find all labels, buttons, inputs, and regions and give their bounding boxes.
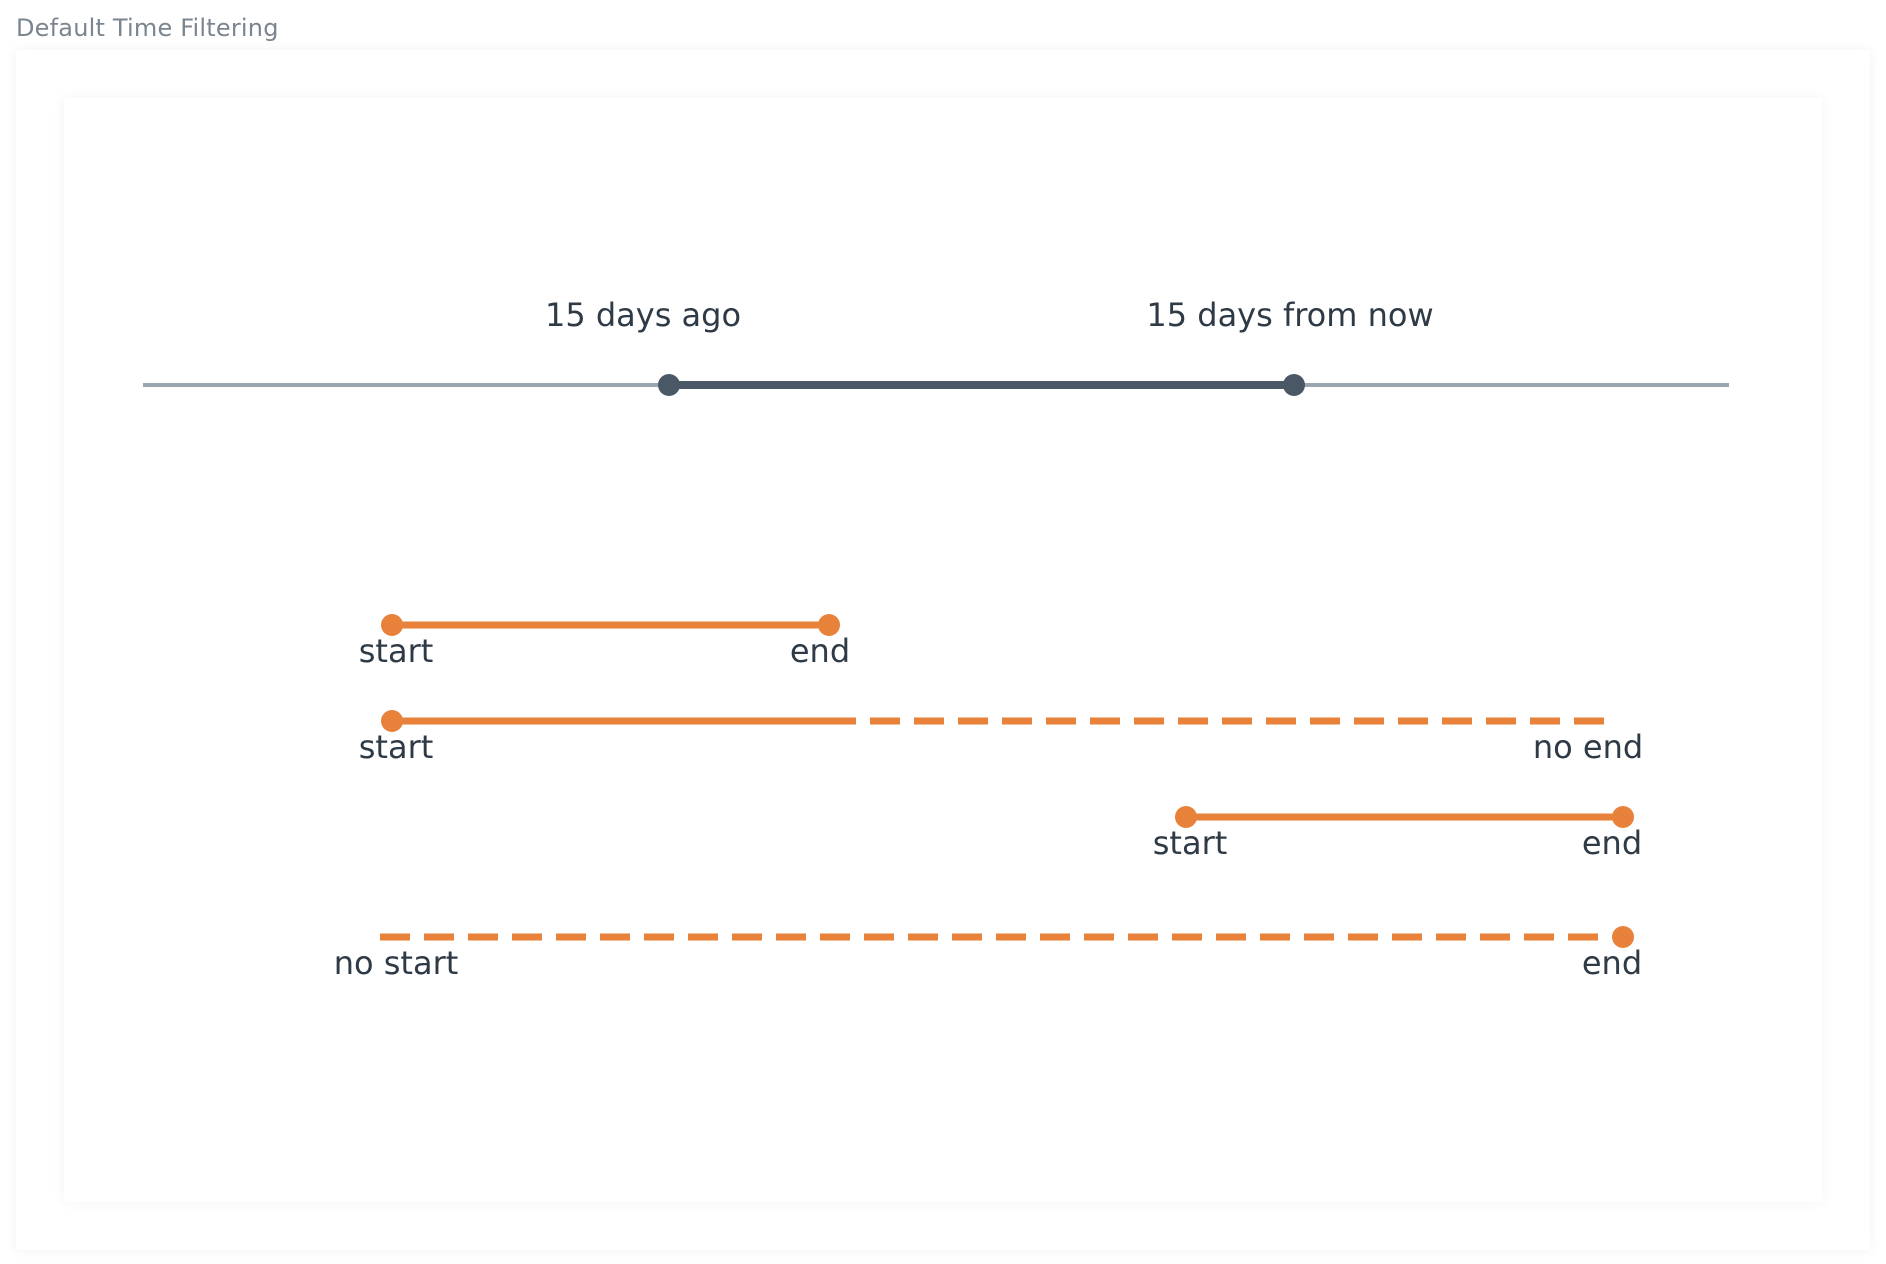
window-start-label: 15 days ago: [545, 296, 741, 334]
range-start-label: start: [359, 728, 434, 766]
range-end-marker: [818, 614, 840, 636]
range-end-label: no end: [1533, 728, 1643, 766]
range-end-marker: [1612, 926, 1634, 948]
range-start-end-future: start end: [1153, 806, 1642, 862]
range-no-start-end: no start end: [334, 926, 1642, 982]
window-start-marker: [658, 374, 680, 396]
range-end-label: end: [790, 632, 850, 670]
range-end-label: end: [1582, 824, 1642, 862]
range-start-no-end: start no end: [359, 710, 1643, 766]
page-title: Default Time Filtering: [16, 14, 279, 42]
window-end-marker: [1283, 374, 1305, 396]
range-start-marker: [1175, 806, 1197, 828]
range-start-label: no start: [334, 944, 459, 982]
range-start-label: start: [1153, 824, 1228, 862]
range-end-marker: [1612, 806, 1634, 828]
range-start-marker: [381, 710, 403, 732]
range-start-label: start: [359, 632, 434, 670]
window-end-label: 15 days from now: [1146, 296, 1433, 334]
range-start-marker: [381, 614, 403, 636]
diagram-card: [64, 98, 1822, 1202]
range-end-label: end: [1582, 944, 1642, 982]
range-start-end-past: start end: [359, 614, 850, 670]
